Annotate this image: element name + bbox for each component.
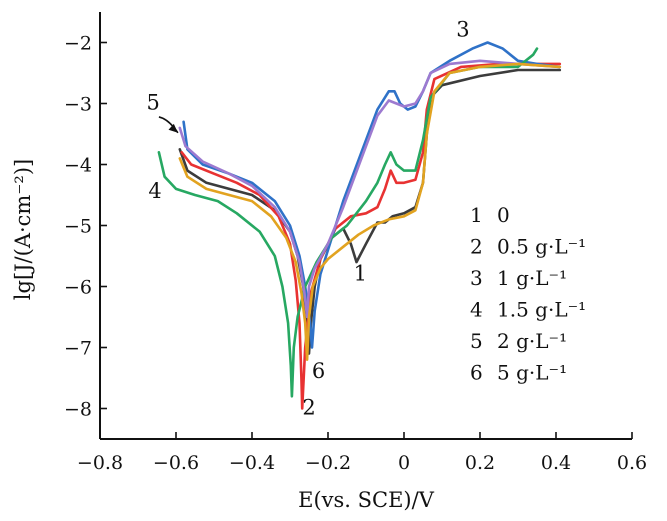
x-tick-label: −0.6 (153, 452, 199, 474)
curve-label-2: 2 (302, 396, 315, 420)
annotation-arrow (158, 116, 179, 134)
legend-label-5: 2 g·L⁻¹ (497, 329, 567, 353)
legend-number-4: 4 (470, 298, 483, 322)
y-tick-label: −7 (64, 338, 92, 360)
x-ticks: −0.8 −0.6 −0.4 −0.2 0 0.2 0.4 0.6 (77, 432, 647, 474)
series-line-5 (178, 59, 562, 319)
y-tick-label: −5 (64, 216, 92, 238)
curve-label-5: 5 (147, 91, 160, 115)
legend-label-6: 5 g·L⁻¹ (497, 361, 567, 385)
x-tick-label: −0.8 (77, 452, 123, 474)
y-axis-title: lg[J/(A·cm⁻²)] (11, 159, 35, 300)
x-axis-title: E(vs. SCE)/V (298, 488, 435, 512)
x-tick-label: 0 (398, 452, 410, 474)
x-tick-label: 0.6 (617, 452, 647, 474)
legend-label-3: 1 g·L⁻¹ (497, 266, 567, 290)
legend-number-3: 3 (470, 266, 483, 290)
curve-annotations: 1 2 3 4 5 6 (147, 17, 470, 419)
legend-label-1: 0 (497, 203, 510, 227)
x-tick-label: 0.4 (541, 452, 571, 474)
x-tick-label: −0.4 (229, 452, 275, 474)
curve-label-4: 4 (148, 179, 161, 203)
arrowhead-icon (168, 123, 178, 133)
x-tick-label: 0.2 (465, 452, 495, 474)
legend-number-5: 5 (470, 329, 483, 353)
legend-number-2: 2 (470, 235, 483, 259)
legend-number-1: 1 (470, 203, 483, 227)
series-line-3 (182, 41, 562, 349)
y-tick-label: −3 (64, 94, 92, 116)
legend-label-4: 1.5 g·L⁻¹ (497, 298, 586, 322)
y-ticks: −2 −3 −4 −5 −6 −7 −8 (64, 33, 107, 421)
curve-label-1: 1 (354, 261, 367, 285)
legend-label-2: 0.5 g·L⁻¹ (497, 235, 586, 259)
curve-label-3: 3 (456, 17, 469, 41)
y-tick-label: −2 (64, 33, 92, 55)
legend-number-6: 6 (470, 361, 483, 385)
curve-label-6: 6 (312, 359, 325, 383)
series-curves (157, 41, 562, 410)
y-tick-label: −4 (64, 155, 92, 177)
x-tick-label: −0.2 (305, 452, 351, 474)
series-line-6 (178, 62, 562, 361)
y-tick-label: −8 (64, 399, 92, 421)
legend: 1 02 0.5 g·L⁻¹ 3 1 g·L⁻¹ 4 1.5 g·L⁻¹ 5 2 g·L⁻¹ 6 5… (470, 203, 586, 385)
y-tick-label: −6 (64, 277, 92, 299)
